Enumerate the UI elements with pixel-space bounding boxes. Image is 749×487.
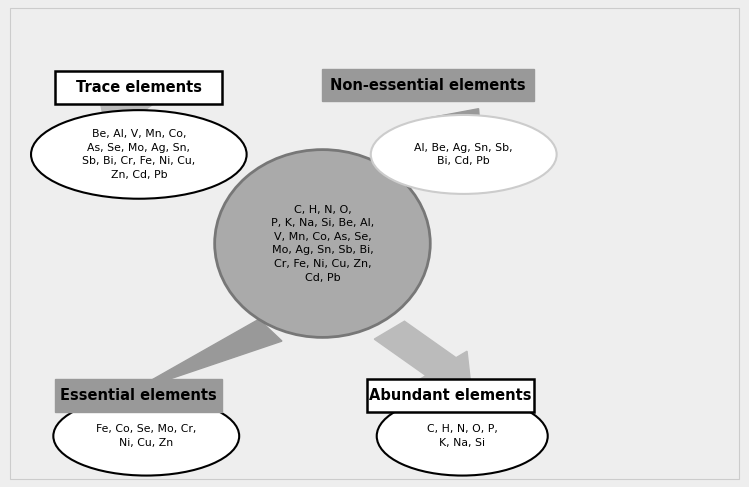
Polygon shape (374, 321, 471, 388)
FancyBboxPatch shape (55, 71, 222, 104)
Ellipse shape (215, 150, 430, 337)
Ellipse shape (371, 115, 557, 194)
Ellipse shape (377, 396, 548, 476)
Ellipse shape (31, 110, 246, 199)
Text: Be, Al, V, Mn, Co,
As, Se, Mo, Ag, Sn,
Sb, Bi, Cr, Fe, Ni, Cu,
Zn, Cd, Pb: Be, Al, V, Mn, Co, As, Se, Mo, Ag, Sn, S… (82, 129, 195, 180)
FancyBboxPatch shape (323, 69, 534, 101)
Ellipse shape (53, 396, 239, 476)
Polygon shape (387, 109, 482, 184)
Polygon shape (100, 99, 240, 186)
Text: Abundant elements: Abundant elements (369, 388, 532, 403)
Text: Non-essential elements: Non-essential elements (330, 77, 526, 93)
FancyBboxPatch shape (55, 379, 222, 412)
Polygon shape (129, 319, 282, 393)
Text: Al, Be, Ag, Sn, Sb,
Bi, Cd, Pb: Al, Be, Ag, Sn, Sb, Bi, Cd, Pb (414, 143, 513, 166)
FancyBboxPatch shape (367, 379, 534, 412)
Text: C, H, N, O, P,
K, Na, Si: C, H, N, O, P, K, Na, Si (427, 424, 497, 448)
Text: Essential elements: Essential elements (61, 388, 217, 403)
Text: C, H, N, O,
P, K, Na, Si, Be, Al,
V, Mn, Co, As, Se,
Mo, Ag, Sn, Sb, Bi,
Cr, Fe,: C, H, N, O, P, K, Na, Si, Be, Al, V, Mn,… (271, 205, 374, 282)
Text: Trace elements: Trace elements (76, 80, 201, 95)
Text: Fe, Co, Se, Mo, Cr,
Ni, Cu, Zn: Fe, Co, Se, Mo, Cr, Ni, Cu, Zn (96, 424, 196, 448)
